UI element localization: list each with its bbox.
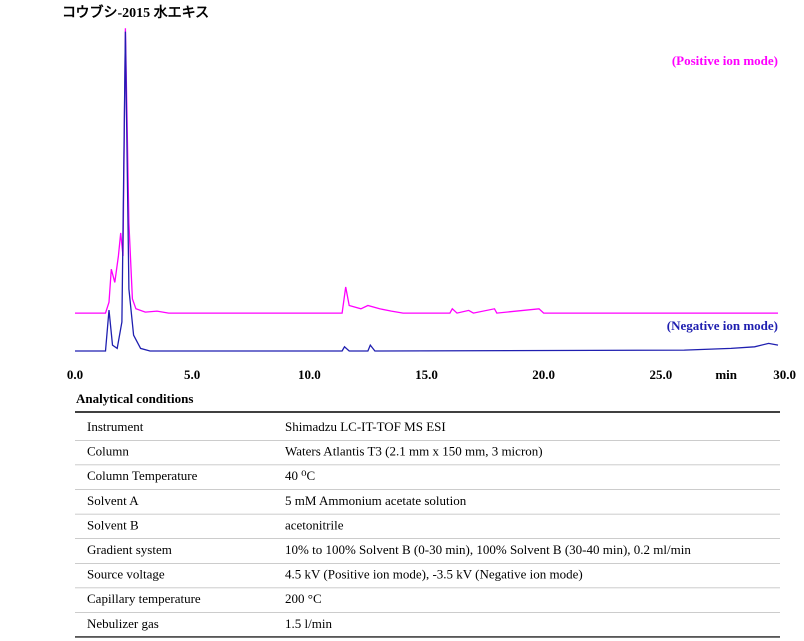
- table-cell: 40 ⁰C: [285, 468, 315, 483]
- x-tick-label: 25.0: [649, 367, 672, 382]
- chart-title: コウブシ-2015 水エキス: [62, 4, 209, 21]
- x-tick-label: 5.0: [184, 367, 200, 382]
- table-cell: 5 mM Ammonium acetate solution: [285, 493, 467, 508]
- table-cell: 200 °C: [285, 591, 322, 606]
- x-tick-label: 0.0: [67, 367, 83, 382]
- trace: [75, 31, 779, 352]
- table-title: Analytical conditions: [76, 391, 193, 406]
- table-cell: Solvent A: [87, 493, 139, 508]
- table-cell: Source voltage: [87, 567, 165, 582]
- table-cell: 4.5 kV (Positive ion mode), -3.5 kV (Neg…: [285, 567, 583, 582]
- table-cell: Capillary temperature: [87, 591, 201, 606]
- table-cell: 10% to 100% Solvent B (0-30 min), 100% S…: [285, 542, 691, 557]
- x-axis-label: min: [715, 367, 737, 382]
- x-tick-label: 10.0: [298, 367, 321, 382]
- x-tick-label: 30.0: [773, 367, 796, 382]
- legend-label: (Negative ion mode): [667, 318, 778, 333]
- table-cell: Column: [87, 444, 129, 459]
- x-tick-label: 20.0: [532, 367, 555, 382]
- table-cell: Shimadzu LC-IT-TOF MS ESI: [285, 419, 446, 434]
- legend-label: (Positive ion mode): [672, 53, 778, 68]
- table-cell: Solvent B: [87, 517, 139, 532]
- table-cell: Instrument: [87, 419, 144, 434]
- table-cell: 1.5 l/min: [285, 616, 332, 631]
- table-cell: Column Temperature: [87, 468, 198, 483]
- trace: [75, 28, 778, 314]
- table-cell: Gradient system: [87, 542, 172, 557]
- table-cell: Waters Atlantis T3 (2.1 mm x 150 mm, 3 m…: [285, 444, 543, 459]
- x-tick-label: 15.0: [415, 367, 438, 382]
- table-cell: acetonitrile: [285, 517, 344, 532]
- table-cell: Nebulizer gas: [87, 616, 159, 631]
